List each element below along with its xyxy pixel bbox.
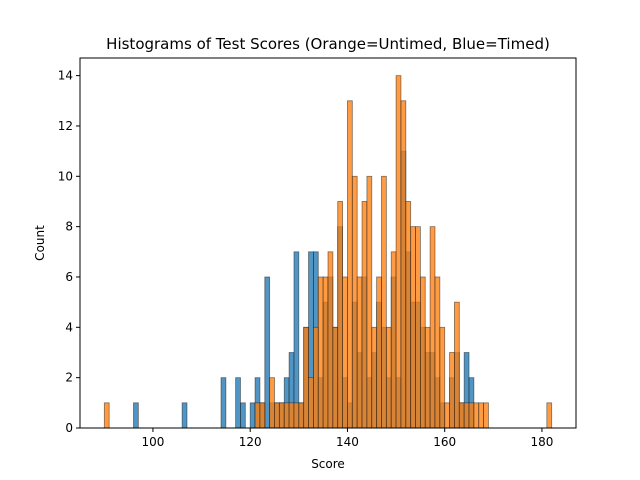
- x-tick-label: 100: [141, 435, 164, 449]
- histogram-bar: [419, 276, 426, 429]
- histogram-bar: [444, 402, 450, 429]
- y-tick-label: 4: [65, 320, 73, 334]
- histogram-bar: [424, 326, 431, 429]
- histogram-bar: [546, 402, 553, 429]
- x-tick-label: 140: [336, 435, 359, 449]
- histogram-bar: [376, 276, 382, 429]
- histogram-bar: [278, 402, 285, 429]
- histogram-bar: [458, 402, 465, 429]
- histogram-bar: [259, 402, 266, 429]
- histogram-bar: [454, 301, 460, 429]
- histogram-bar: [439, 326, 446, 429]
- y-tick-label: 12: [58, 119, 73, 133]
- histogram-bar: [264, 276, 271, 429]
- y-tick-label: 2: [65, 371, 73, 385]
- histogram-bar: [483, 402, 489, 429]
- histogram-bar: [332, 326, 339, 429]
- histogram-bar: [240, 402, 246, 429]
- histogram-bar: [473, 402, 480, 429]
- histogram-bar: [400, 100, 407, 429]
- y-axis-label: Count: [33, 225, 47, 261]
- histogram-bar: [405, 201, 412, 429]
- histogram-bar: [347, 100, 353, 429]
- histogram-bar: [293, 251, 300, 429]
- histogram-bar: [361, 201, 368, 429]
- histogram-bar: [288, 402, 295, 429]
- plot-frame: [79, 57, 577, 429]
- histogram-bar: [269, 377, 275, 429]
- x-axis-ticks: 100 120 140 160 180: [141, 428, 553, 449]
- histogram-bar: [337, 201, 343, 429]
- histogram-bar: [371, 326, 378, 429]
- histogram-bar: [103, 402, 110, 429]
- histogram-bar: [390, 251, 397, 429]
- histogram-bar: [303, 326, 309, 429]
- histogram-bar: [133, 402, 139, 429]
- histogram-bar: [293, 402, 300, 429]
- y-tick-label: 8: [65, 220, 73, 234]
- histogram-bar: [381, 175, 387, 429]
- x-tick-label: 160: [433, 435, 456, 449]
- histogram-bar: [322, 276, 329, 429]
- x-tick-label: 120: [239, 435, 262, 449]
- y-tick-label: 6: [65, 270, 73, 284]
- histogram-bar: [181, 402, 188, 429]
- histogram-bar: [313, 326, 319, 429]
- histogram-bar: [429, 226, 436, 429]
- histogram-bar: [298, 402, 305, 429]
- histogram-bar: [434, 276, 441, 429]
- y-axis-ticks: 0 2 4 6 8 10 12 14: [58, 69, 80, 435]
- histogram-bar: [327, 251, 334, 429]
- histogram-bar: [317, 276, 324, 429]
- histogram-bar: [235, 377, 241, 429]
- y-tick-label: 14: [58, 69, 73, 83]
- histogram-bar: [385, 326, 392, 429]
- histogram-bar: [356, 276, 363, 429]
- x-tick-label: 180: [531, 435, 554, 449]
- histogram-bar: [274, 402, 280, 429]
- x-axis-label: Score: [311, 457, 345, 471]
- histogram-bar: [351, 175, 358, 429]
- histogram-bar: [366, 175, 373, 429]
- bars-layer: [103, 75, 553, 429]
- chart-title: Histograms of Test Scores (Orange=Untime…: [106, 35, 550, 53]
- histogram-bar: [342, 276, 348, 429]
- histogram-bar: [463, 402, 470, 429]
- histogram-bar: [468, 402, 475, 429]
- histogram-bar: [283, 402, 290, 429]
- histogram-bar: [308, 377, 314, 429]
- histogram-bar: [410, 226, 416, 429]
- histogram-bar: [478, 402, 485, 429]
- histogram-bar: [395, 75, 402, 429]
- y-tick-label: 10: [58, 169, 73, 183]
- histogram-bar: [249, 402, 256, 429]
- histogram-bar: [220, 377, 227, 429]
- y-tick-label: 0: [65, 421, 73, 435]
- histogram-bar: [449, 352, 455, 429]
- histogram-bar: [415, 226, 421, 429]
- histogram-bar: [254, 402, 261, 429]
